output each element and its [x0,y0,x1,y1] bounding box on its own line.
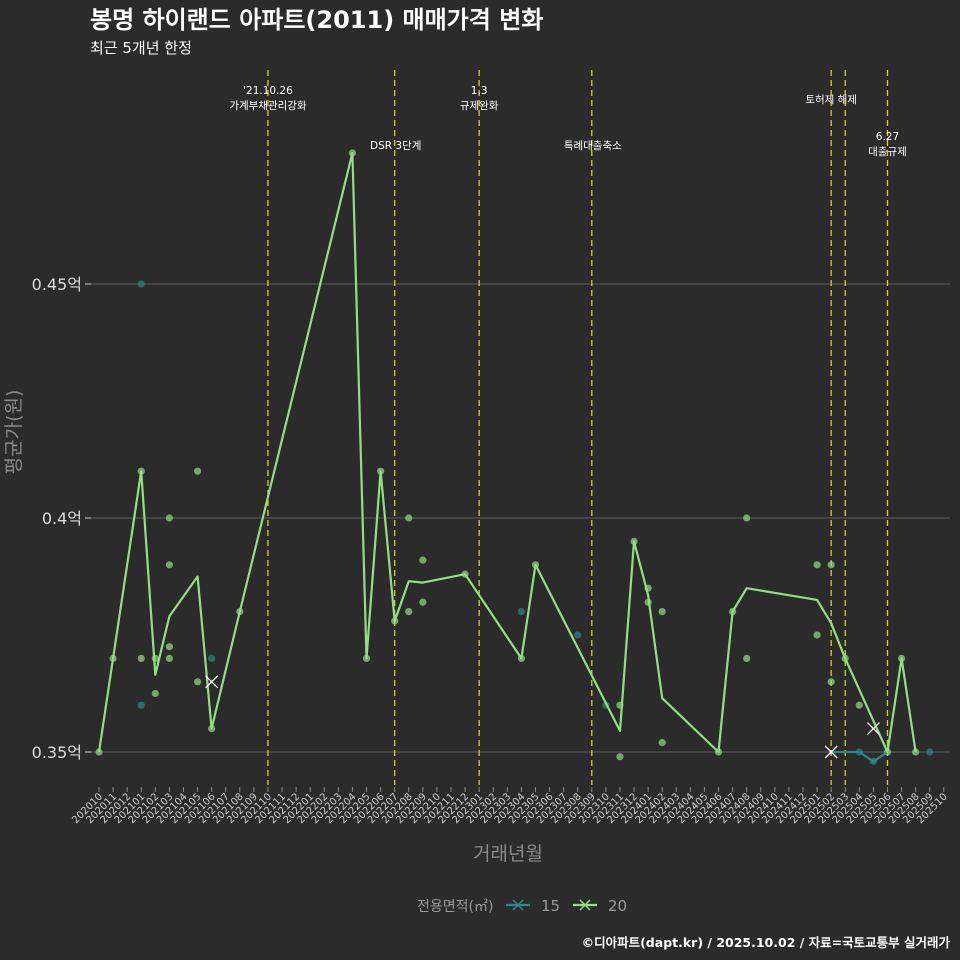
legend-key-15: 15 [506,897,560,915]
event-annotation: 대출규제 [868,146,907,158]
scatter-points [95,149,934,765]
data-point-20 [419,556,427,564]
x-marker-20 [866,722,880,736]
data-point-20 [855,701,863,709]
data-point-20 [151,689,159,698]
data-point-20 [165,654,173,663]
event-annotation: 특례대출축소 [564,140,622,152]
source-caption: ©디아파트(dapt.kr) / 2025.10.02 / 자료=국토교통부 실… [582,935,951,950]
data-point-20 [616,753,624,761]
data-point-20 [137,654,145,663]
series-line-20 [97,151,917,754]
data-point-20 [419,598,427,606]
data-point-20 [813,561,821,569]
y-tick-label: 0.4억 [42,509,82,528]
event-annotation: '21.10.26 [243,85,293,97]
data-point-20 [405,608,413,616]
data-point-20 [165,561,173,569]
gridlines [85,283,950,753]
data-point-20 [405,514,413,522]
data-point-20 [193,467,202,475]
event-annotation: DSR 3단계 [370,140,421,152]
data-point-20 [658,739,666,747]
data-point-20 [743,514,751,522]
series-lines [97,151,917,763]
data-point-20 [165,514,173,522]
data-point-15 [574,631,582,639]
event-annotation: 가계부채관리강화 [229,100,307,112]
series-line-15 [831,750,889,763]
legend-title: 전용면적(㎡) [417,899,493,915]
data-point-15 [926,748,934,756]
data-point-20 [165,643,173,651]
y-axis-title: 평균가(원) [3,390,25,475]
data-point-20 [658,608,666,616]
chart-subtitle: 최근 5개년 한정 [90,39,192,57]
data-point-15 [137,280,145,288]
legend: 전용면적(㎡) 15 20 [417,897,627,915]
event-annotation: 토허제 해제 [805,93,857,106]
x-axis-title: 거래년월 [473,843,543,865]
x-axis-ticks: 2020102020112020122021012021022021032021… [70,787,950,826]
legend-label: 20 [608,897,627,915]
data-point-20 [743,654,751,663]
data-point-20 [813,631,821,639]
y-tick-label: 0.35억 [32,743,82,762]
event-annotation: 규제완화 [460,99,499,112]
data-point-20 [827,678,835,686]
data-point-15 [208,654,216,663]
y-axis-ticks: 0.35억 0.4억 0.45억 [32,275,91,762]
event-annotation: 6.27 [876,131,899,143]
data-point-15 [517,608,526,616]
event-annotation: 1.3 [471,85,488,97]
data-point-20 [912,748,920,756]
x-marker-15 [824,745,838,759]
data-point-20 [193,678,202,686]
chart-title: 봉명 하이랜드 아파트(2011) 매매가격 변화 [90,6,543,34]
legend-label: 15 [541,897,560,915]
legend-key-20: 20 [573,897,627,915]
y-tick-label: 0.45억 [32,275,82,294]
x-marker-20 [205,675,219,689]
data-point-20 [827,561,835,569]
data-point-15 [137,701,145,709]
